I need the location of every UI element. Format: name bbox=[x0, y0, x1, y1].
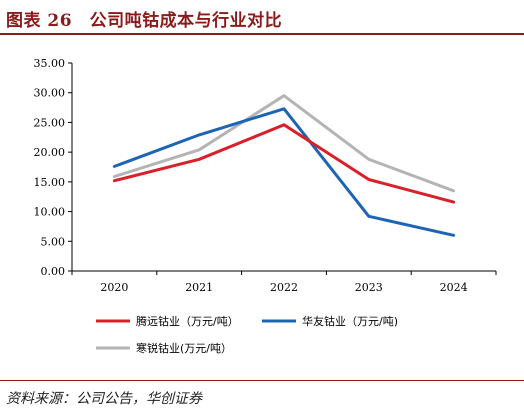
source-divider bbox=[0, 380, 524, 381]
y-tick-label: 25.00 bbox=[34, 116, 66, 129]
y-tick-label: 15.00 bbox=[34, 176, 66, 189]
legend-label: 寒锐钴业(万元/吨） bbox=[136, 341, 232, 355]
y-axis: 0.00 5.00 10.00 15.00 20.00 25.00 30.00 35.00 bbox=[34, 57, 73, 278]
series-line-1 bbox=[112, 123, 456, 204]
x-tick-label: 2021 bbox=[185, 281, 213, 294]
y-tick-label: 0.00 bbox=[41, 265, 66, 278]
series-line-2 bbox=[112, 107, 456, 237]
x-axis: 2020 2021 2022 2023 2024 bbox=[71, 270, 497, 294]
series-lines bbox=[112, 94, 456, 237]
figure-header: 图表 26 公司吨钴成本与行业对比 bbox=[0, 0, 524, 38]
x-tick-label: 2023 bbox=[355, 281, 383, 294]
x-tick-label: 2024 bbox=[440, 281, 468, 294]
y-tick-label: 30.00 bbox=[34, 87, 66, 100]
x-tick-label: 2020 bbox=[100, 281, 128, 294]
x-tick-label: 2022 bbox=[270, 281, 298, 294]
title-divider bbox=[0, 33, 524, 35]
y-tick-label: 35.00 bbox=[34, 57, 66, 70]
y-tick-label: 5.00 bbox=[41, 235, 66, 248]
y-tick-label: 10.00 bbox=[34, 206, 66, 219]
series-line-3 bbox=[112, 94, 456, 193]
line-chart: 0.00 5.00 10.00 15.00 20.00 25.00 30.00 35.00 2… bbox=[34, 57, 497, 355]
legend-label: 腾远钴业（万元/吨） bbox=[136, 314, 239, 328]
legend-label: 华友钴业（万元/吨) bbox=[302, 314, 398, 328]
source-note: 资料来源：公司公告，华创证券 bbox=[6, 391, 202, 407]
legend: 腾远钴业（万元/吨） 华友钴业（万元/吨) 寒锐钴业(万元/吨） bbox=[96, 314, 398, 355]
figure-title: 图表 26 公司吨钴成本与行业对比 bbox=[6, 11, 283, 31]
y-tick-label: 20.00 bbox=[34, 146, 66, 159]
